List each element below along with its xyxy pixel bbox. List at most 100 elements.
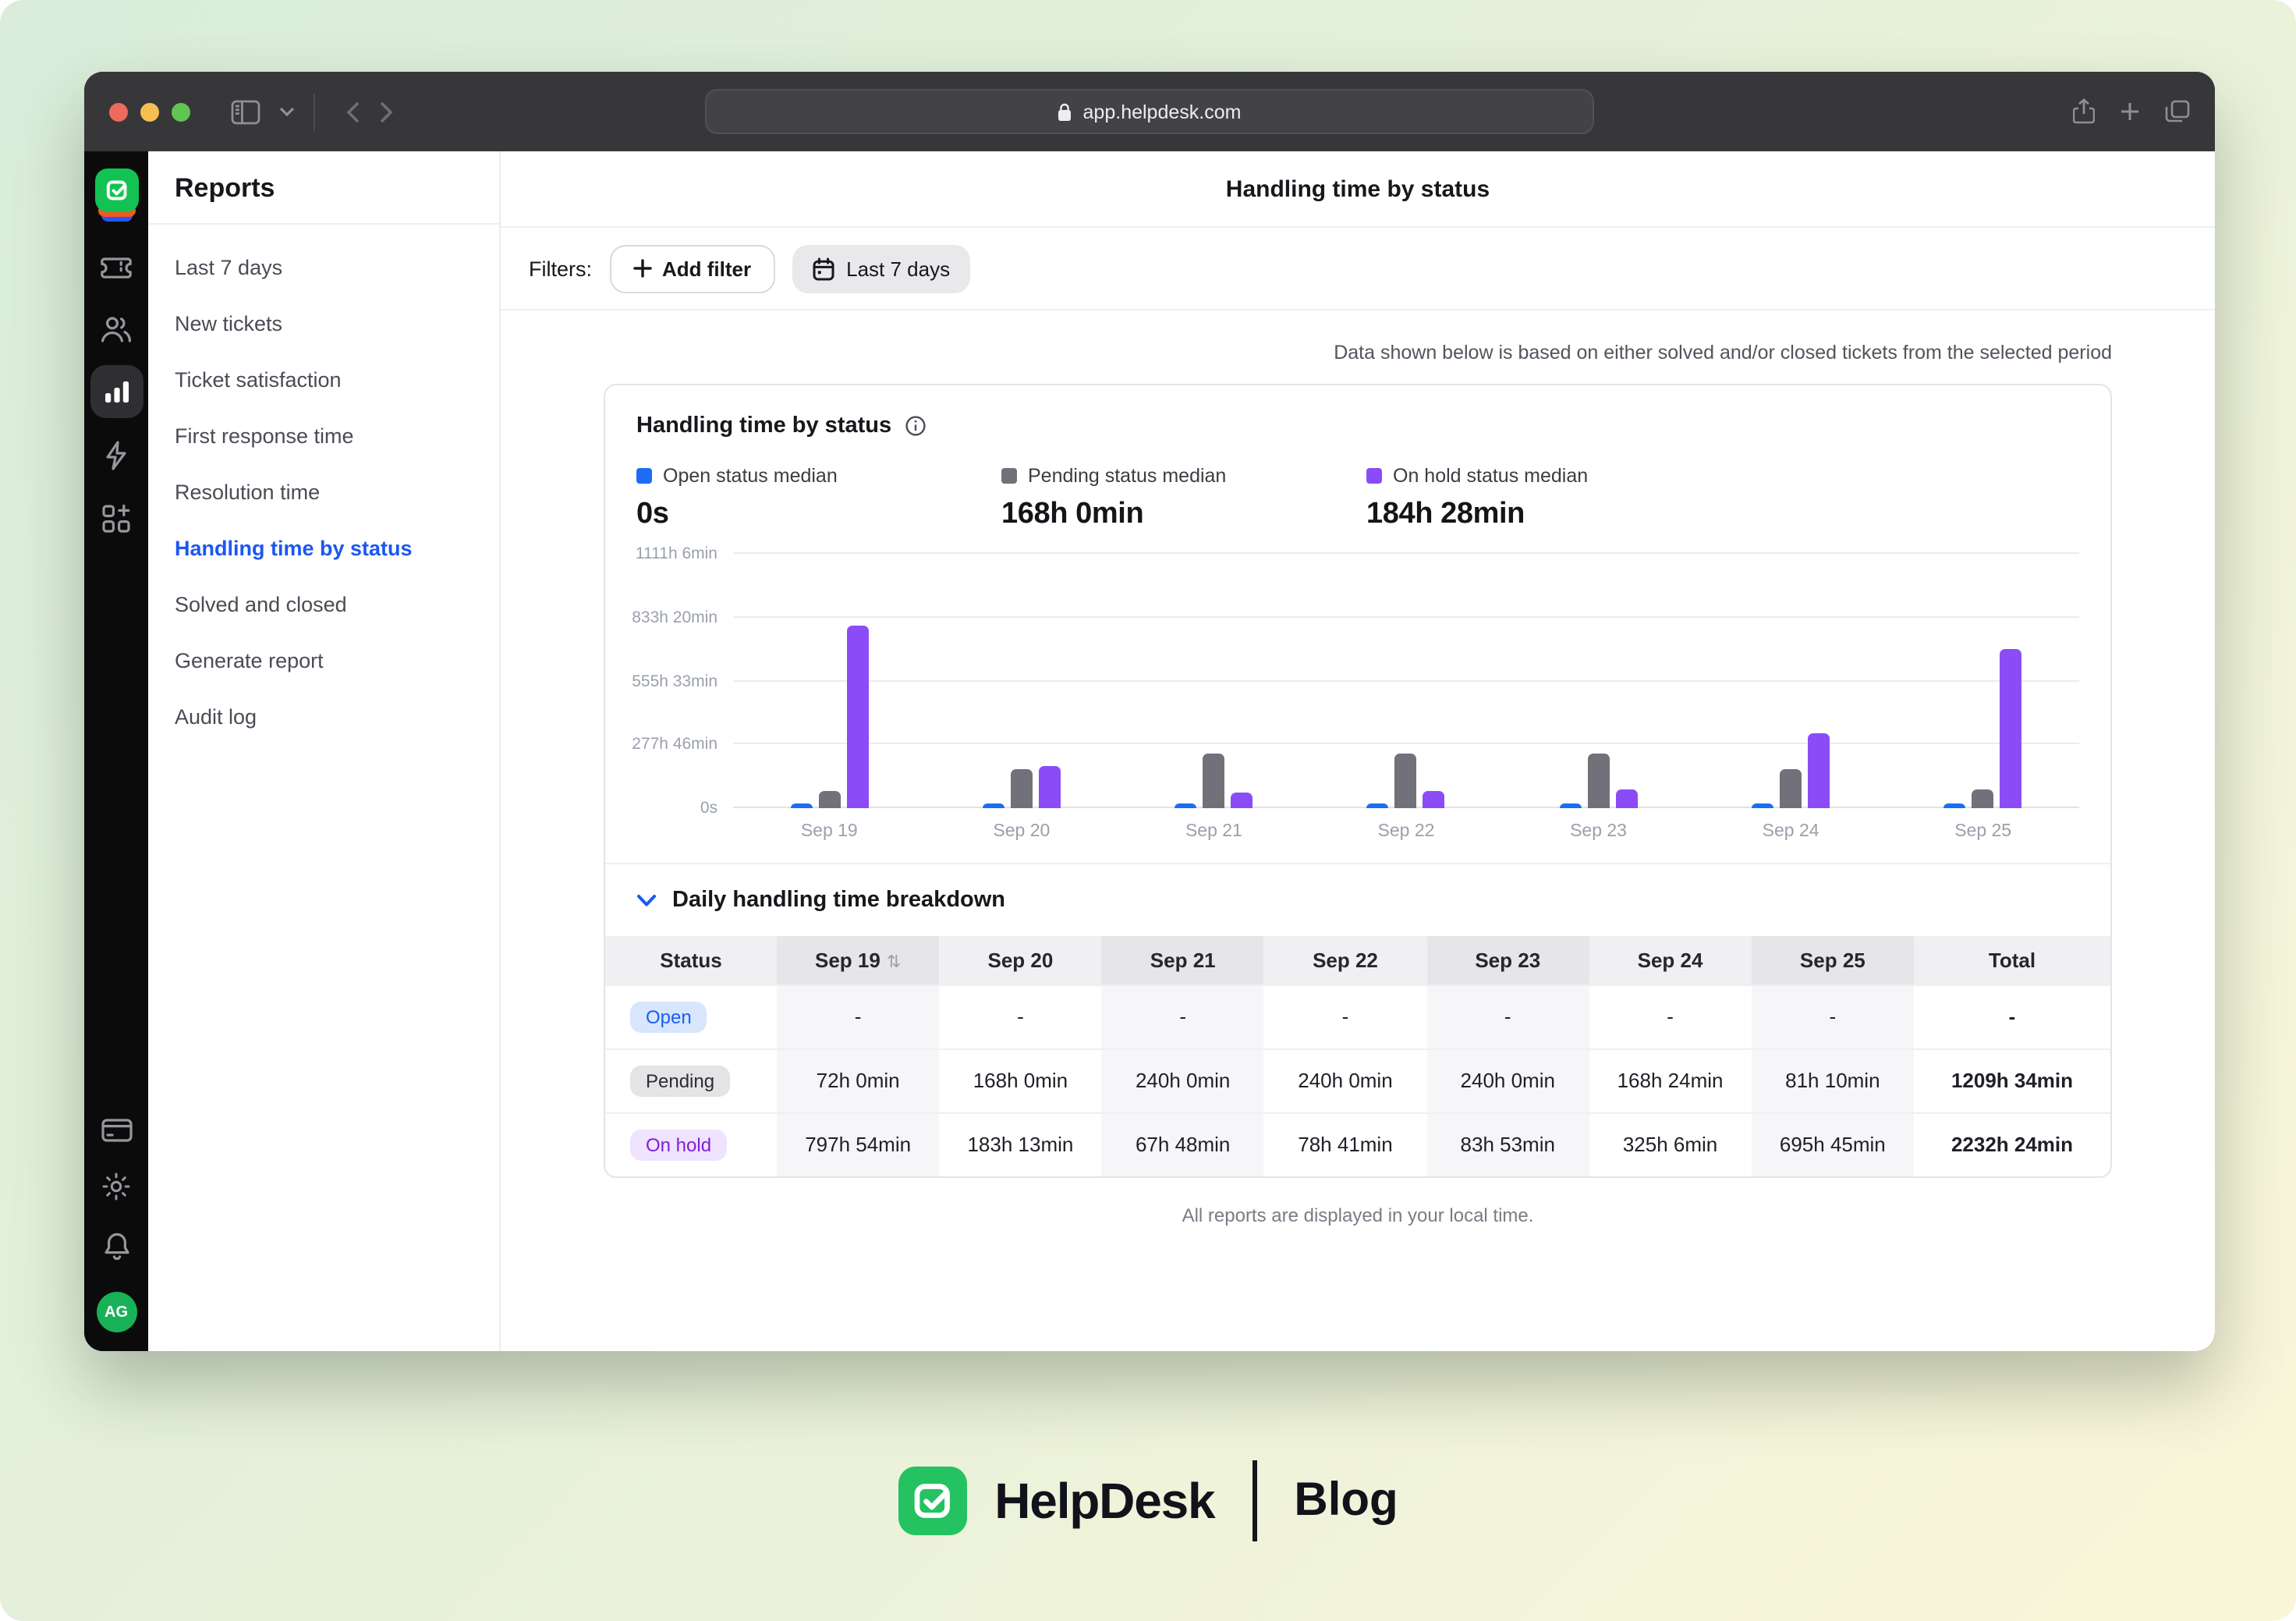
cell: - xyxy=(1751,984,1914,1048)
bar[interactable] xyxy=(1203,753,1225,808)
data-period-note: Data shown below is based on either solv… xyxy=(1334,342,2112,364)
automation-icon[interactable] xyxy=(103,440,129,471)
column-header-sep-22[interactable]: Sep 22 xyxy=(1263,936,1427,984)
bar[interactable] xyxy=(1423,790,1445,808)
bar[interactable] xyxy=(1010,769,1033,808)
user-avatar[interactable]: AG xyxy=(96,1292,136,1332)
bar[interactable] xyxy=(1394,753,1417,808)
bar[interactable] xyxy=(846,625,869,808)
column-header-sep-19[interactable]: Sep 19 ⇅ xyxy=(777,936,940,984)
tab-copy-icon[interactable] xyxy=(2165,100,2190,123)
new-tab-icon[interactable] xyxy=(2120,101,2140,122)
column-header-status[interactable]: Status xyxy=(605,936,777,984)
legend-swatch xyxy=(636,468,652,484)
bar-group-sep-25 xyxy=(1887,554,2079,808)
share-icon[interactable] xyxy=(2073,98,2095,125)
apps-icon[interactable] xyxy=(101,504,131,534)
handling-time-chart: 0s 277h 46min 555h 33min 833h 20min 1111h 6m… xyxy=(605,532,2110,863)
bar[interactable] xyxy=(1587,753,1610,808)
column-header-total[interactable]: Total xyxy=(1914,936,2110,984)
bar[interactable] xyxy=(1808,733,1830,808)
settings-gear-icon[interactable] xyxy=(101,1172,131,1201)
bar[interactable] xyxy=(1038,766,1061,808)
table-row: Open - - - - - - - - xyxy=(605,984,2110,1048)
sidebar-item-new-tickets[interactable]: New tickets xyxy=(175,312,283,335)
browser-window: app.helpdesk.com xyxy=(84,72,2215,1351)
tickets-icon[interactable] xyxy=(100,256,133,282)
sidebar-item-ticket-satisfaction[interactable]: Ticket satisfaction xyxy=(175,368,342,392)
chevron-down-icon xyxy=(637,894,656,906)
y-tick-label: 1111h 6min xyxy=(635,544,718,563)
bar-group-sep-22 xyxy=(1310,554,1503,808)
column-header-sep-20[interactable]: Sep 20 xyxy=(939,936,1102,984)
cell: 240h 0min xyxy=(1101,1048,1264,1112)
zoom-window-button[interactable] xyxy=(172,102,190,121)
bar[interactable] xyxy=(982,803,1004,808)
bar[interactable] xyxy=(818,791,841,808)
chart-plot-area xyxy=(733,552,2079,808)
close-window-button[interactable] xyxy=(109,102,128,121)
sidebar-item-generate-report[interactable]: Generate report xyxy=(175,649,324,672)
address-bar[interactable]: app.helpdesk.com xyxy=(705,89,1594,134)
cell: 168h 24min xyxy=(1589,1048,1752,1112)
main-panel: Handling time by status Filters: Add fil… xyxy=(501,151,2215,1351)
minimize-window-button[interactable] xyxy=(140,102,159,121)
cell: - xyxy=(1426,984,1589,1048)
footer-brand-name: HelpDesk xyxy=(994,1472,1215,1528)
reports-icon[interactable] xyxy=(90,365,143,418)
bar[interactable] xyxy=(1972,789,1994,808)
bar[interactable] xyxy=(1231,793,1253,808)
notifications-bell-icon[interactable] xyxy=(102,1231,130,1262)
bar-group-sep-20 xyxy=(926,554,1118,808)
filters-bar: Filters: Add filter Last 7 days xyxy=(501,228,2215,310)
date-range-filter[interactable]: Last 7 days xyxy=(792,244,971,293)
back-button[interactable] xyxy=(346,101,360,122)
column-header-sep-24[interactable]: Sep 24 xyxy=(1589,936,1752,984)
sort-icon[interactable]: ⇅ xyxy=(886,952,902,972)
bar[interactable] xyxy=(2000,648,2022,808)
x-tick-label: Sep 24 xyxy=(1762,822,1819,841)
breakdown-toggle[interactable]: Daily handling time breakdown xyxy=(605,863,2110,936)
sidebar-item-resolution-time[interactable]: Resolution time xyxy=(175,481,321,504)
legend-item: Open status median 0s xyxy=(636,465,1001,532)
page-title: Handling time by status xyxy=(501,151,2215,228)
sidebar-item-solved-and-closed[interactable]: Solved and closed xyxy=(175,593,347,616)
helpdesk-app-logo[interactable] xyxy=(94,168,138,222)
column-header-sep-21[interactable]: Sep 21 xyxy=(1101,936,1264,984)
reports-nav-list: Last 7 days New tickets Ticket satisfactio… xyxy=(148,225,499,760)
sidebar-item-last-7-days[interactable]: Last 7 days xyxy=(175,256,283,279)
sidebar-item-audit-log[interactable]: Audit log xyxy=(175,705,257,729)
gridline xyxy=(733,615,2079,618)
helpdesk-logo-icon xyxy=(94,168,138,212)
bar[interactable] xyxy=(1780,769,1802,808)
bar-groups xyxy=(733,554,2079,808)
x-tick-label: Sep 25 xyxy=(1954,822,2012,841)
x-tick-label: Sep 23 xyxy=(1570,822,1627,841)
bar-group-sep-23 xyxy=(1502,554,1695,808)
column-header-sep-23[interactable]: Sep 23 xyxy=(1426,936,1589,984)
bar[interactable] xyxy=(1615,789,1638,808)
cell: 695h 45min xyxy=(1751,1112,1914,1176)
bar-group-sep-24 xyxy=(1695,554,1887,808)
forward-button[interactable] xyxy=(379,101,393,122)
bar[interactable] xyxy=(1559,803,1582,808)
sidebar-item-first-response-time[interactable]: First response time xyxy=(175,424,354,448)
bar[interactable] xyxy=(1752,803,1774,808)
add-filter-button[interactable]: Add filter xyxy=(609,244,775,293)
bar[interactable] xyxy=(1175,803,1197,808)
sidebar-item-handling-time-by-status[interactable]: Handling time by status xyxy=(175,537,413,560)
tab-overview-chevron-icon[interactable] xyxy=(279,106,295,117)
status-badge: On hold xyxy=(630,1129,728,1161)
bar[interactable] xyxy=(1943,803,1966,808)
x-tick-label: Sep 22 xyxy=(1377,822,1435,841)
bar[interactable] xyxy=(1366,803,1389,808)
column-header-sep-25[interactable]: Sep 25 xyxy=(1751,936,1914,984)
cell: - xyxy=(777,984,940,1048)
reports-sidebar-title: Reports xyxy=(148,151,499,225)
legend-label: Pending status median xyxy=(1028,465,1227,487)
billing-icon[interactable] xyxy=(101,1119,132,1142)
customers-icon[interactable] xyxy=(100,315,133,343)
info-icon[interactable] xyxy=(904,415,926,437)
sidebar-toggle-icon[interactable] xyxy=(231,99,260,124)
bar[interactable] xyxy=(790,803,813,808)
